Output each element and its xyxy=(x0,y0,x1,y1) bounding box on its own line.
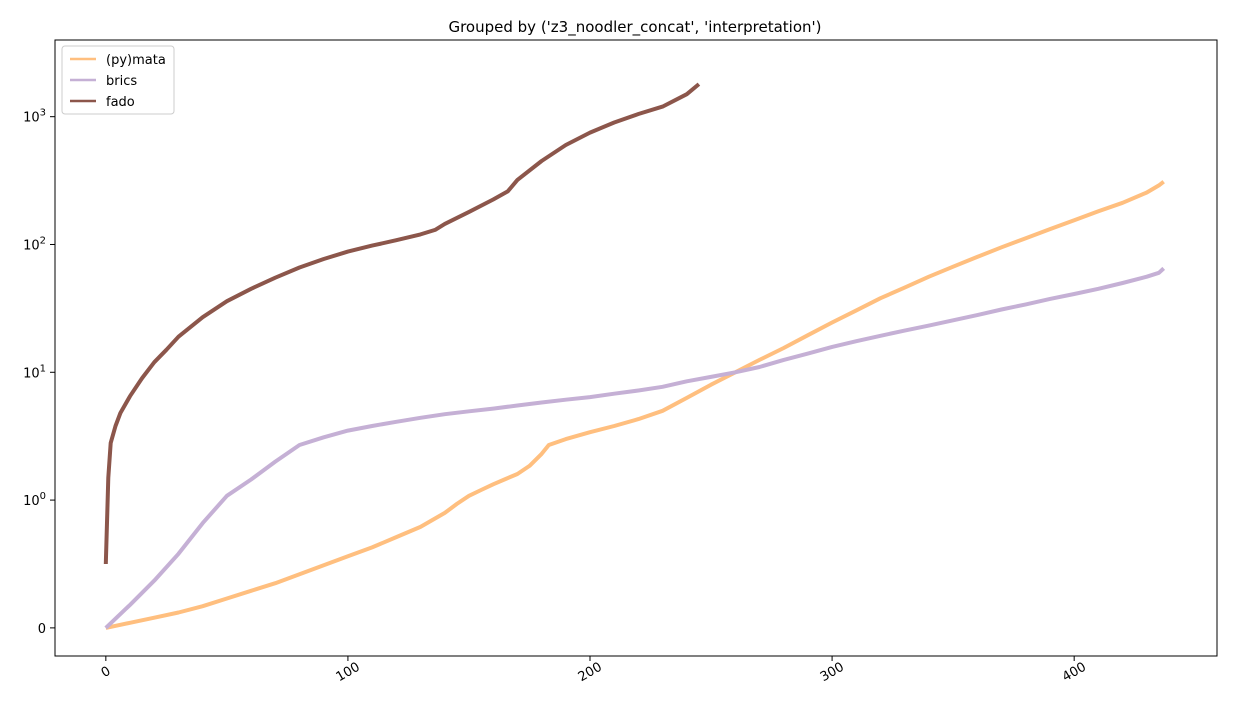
legend-label: brics xyxy=(106,74,137,89)
series-line-2 xyxy=(103,82,701,565)
y-tick-label: 101 xyxy=(23,363,46,381)
y-tick-exponent: 2 xyxy=(40,235,46,246)
chart-title: Grouped by ('z3_noodler_concat', 'interp… xyxy=(448,18,821,37)
y-tick-exponent: 1 xyxy=(40,363,46,374)
y-tick-base: 10 xyxy=(23,238,40,253)
legend-label: (py)mata xyxy=(106,53,166,68)
y-tick-base: 10 xyxy=(23,494,40,509)
y-tick-exponent: 3 xyxy=(40,108,46,119)
y-tick-base: 10 xyxy=(23,111,40,126)
series-line-1 xyxy=(104,266,1166,630)
series-layer xyxy=(103,82,1166,630)
y-tick-label: 0 xyxy=(38,622,46,637)
legend-box xyxy=(61,45,175,115)
plot-area xyxy=(54,39,1218,657)
y-tick-exponent: 0 xyxy=(40,491,46,502)
legend: (py)mata brics fado xyxy=(61,45,175,115)
series-line-0 xyxy=(105,180,1165,630)
y-tick-label: 103 xyxy=(23,108,46,126)
y-tick-label: 102 xyxy=(23,235,46,253)
y-tick-base: 10 xyxy=(23,366,40,381)
y-tick-label: 100 xyxy=(23,491,46,509)
legend-label: fado xyxy=(106,95,135,110)
